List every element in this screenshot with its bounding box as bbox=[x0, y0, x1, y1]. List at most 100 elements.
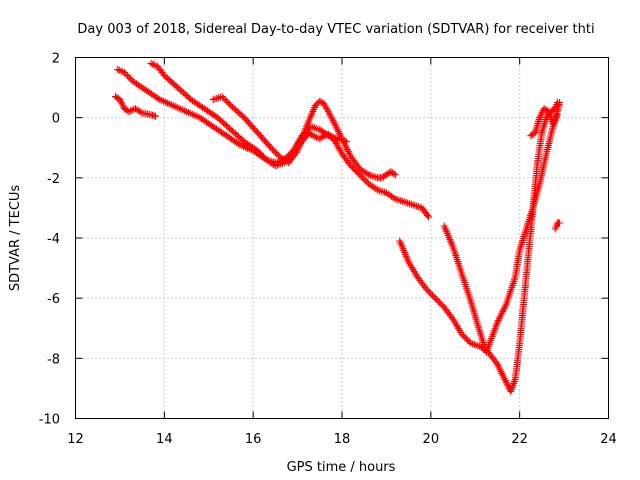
data-point bbox=[425, 213, 433, 221]
y-tick-label: -2 bbox=[47, 172, 60, 187]
data-point bbox=[434, 297, 442, 305]
data-point bbox=[461, 333, 469, 341]
series-trace-b bbox=[112, 93, 159, 120]
series-trace-d bbox=[209, 93, 399, 182]
data-point bbox=[125, 108, 133, 116]
series-trace-h bbox=[551, 219, 564, 233]
data-point bbox=[351, 166, 359, 174]
x-tick-label: 24 bbox=[600, 432, 617, 447]
y-tick-label: -6 bbox=[47, 292, 60, 307]
series-trace-e bbox=[396, 99, 561, 395]
data-point bbox=[127, 107, 134, 115]
x-tick-label: 20 bbox=[423, 432, 440, 447]
data-point bbox=[409, 201, 417, 209]
data-point bbox=[313, 100, 321, 108]
data-point bbox=[319, 133, 327, 141]
data-point bbox=[360, 175, 368, 183]
data-point bbox=[120, 69, 128, 76]
data-point bbox=[267, 144, 275, 152]
y-tick-label: 2 bbox=[52, 52, 60, 67]
data-point bbox=[117, 67, 125, 75]
data-point bbox=[123, 72, 131, 79]
x-tick-label: 22 bbox=[511, 432, 528, 447]
data-point bbox=[223, 97, 230, 105]
data-point bbox=[431, 294, 439, 302]
data-point bbox=[218, 93, 226, 101]
data-point bbox=[126, 75, 134, 83]
x-tick-label: 14 bbox=[156, 432, 173, 447]
data-point bbox=[115, 66, 123, 74]
data-point bbox=[492, 359, 500, 367]
data-point bbox=[114, 66, 122, 73]
data-point bbox=[273, 150, 281, 158]
data-point bbox=[348, 163, 356, 171]
data-point bbox=[150, 61, 158, 69]
data-point bbox=[152, 112, 159, 120]
y-tick-label: -10 bbox=[39, 413, 60, 428]
data-point bbox=[258, 151, 266, 159]
data-point bbox=[221, 96, 229, 104]
data-point bbox=[211, 95, 219, 103]
x-tick-label: 18 bbox=[334, 432, 351, 447]
data-point bbox=[464, 336, 472, 344]
data-point bbox=[311, 102, 319, 110]
data-point bbox=[437, 300, 445, 308]
data-point bbox=[391, 171, 399, 179]
data-point bbox=[273, 161, 281, 169]
data-point bbox=[149, 60, 157, 68]
data-point bbox=[362, 177, 370, 185]
data-point bbox=[427, 290, 435, 298]
data-point bbox=[125, 73, 133, 81]
data-point bbox=[425, 288, 433, 296]
data-point bbox=[390, 170, 398, 178]
data-point bbox=[147, 60, 155, 67]
data-point bbox=[270, 147, 278, 155]
data-points bbox=[112, 60, 564, 395]
data-point bbox=[309, 132, 317, 140]
data-point bbox=[347, 162, 355, 170]
data-point bbox=[137, 108, 144, 116]
data-point bbox=[359, 174, 367, 182]
data-point bbox=[459, 332, 467, 340]
data-point bbox=[268, 145, 276, 153]
data-point bbox=[424, 211, 431, 219]
y-tick-label: -4 bbox=[47, 232, 60, 247]
data-point bbox=[372, 173, 380, 181]
data-point bbox=[395, 196, 403, 204]
data-point bbox=[260, 153, 267, 161]
data-point bbox=[365, 171, 373, 179]
data-point bbox=[433, 296, 441, 304]
data-point bbox=[556, 99, 564, 107]
data-point bbox=[353, 168, 361, 176]
data-point bbox=[311, 133, 319, 140]
data-point bbox=[226, 100, 233, 108]
data-point bbox=[458, 330, 466, 338]
series-trace-f bbox=[440, 111, 561, 356]
data-point bbox=[428, 291, 436, 299]
plot-frame bbox=[75, 57, 609, 419]
data-point bbox=[402, 199, 410, 206]
axis-ticks: 12 14 16 18 20 22 24 -10 -8 -6 -4 -2 0 2 bbox=[39, 52, 617, 448]
series-trace-c bbox=[147, 60, 433, 221]
data-point bbox=[255, 148, 263, 156]
data-point bbox=[292, 149, 300, 156]
data-point bbox=[424, 287, 432, 295]
series-trace-g bbox=[527, 99, 564, 140]
data-point bbox=[254, 147, 262, 155]
data-point bbox=[379, 188, 387, 196]
x-tick-label: 12 bbox=[67, 432, 84, 447]
chart-title: Day 003 of 2018, Sidereal Day-to-day VTE… bbox=[77, 22, 594, 37]
data-point bbox=[436, 299, 444, 307]
data-point bbox=[422, 285, 430, 293]
data-point bbox=[430, 293, 438, 301]
data-point bbox=[122, 70, 130, 78]
x-axis-label: GPS time / hours bbox=[287, 460, 396, 475]
y-tick-label: -8 bbox=[47, 352, 60, 367]
data-point bbox=[448, 314, 456, 321]
x-tick-label: 16 bbox=[245, 432, 262, 447]
data-point bbox=[257, 150, 265, 158]
data-point bbox=[357, 172, 365, 180]
